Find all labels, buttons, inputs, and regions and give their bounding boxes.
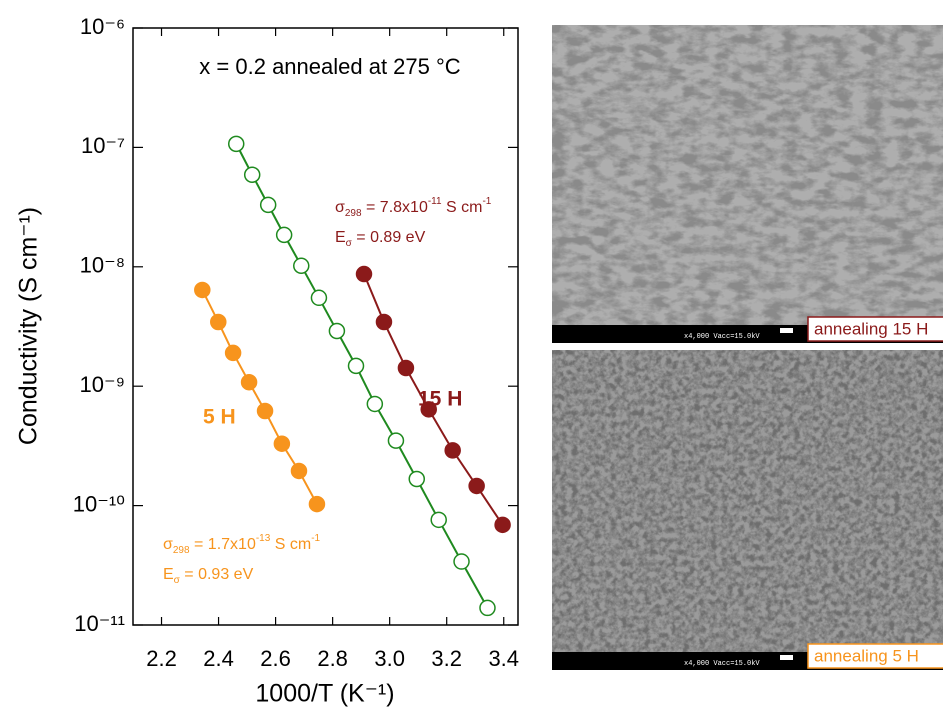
data-point — [310, 289, 328, 307]
annotation-part: σ — [163, 536, 173, 553]
data-point — [275, 226, 293, 244]
annotation-part: -1 — [311, 533, 320, 544]
data-point — [387, 432, 405, 449]
data-point — [444, 442, 461, 459]
x-axis-label: 1000/T (K⁻¹) — [255, 680, 394, 708]
series-label: 5 H — [203, 406, 236, 429]
annotation-part: S cm — [442, 199, 483, 216]
plot-area: x = 0.2 annealed at 275 °C 1000/T (K⁻¹) … — [15, 27, 519, 708]
sem-info: x4,000 Vacc=15.0kV — [684, 660, 760, 668]
data-point — [468, 477, 485, 495]
annotation: σ298 = 1.7x10-13 S cm-1 — [163, 533, 321, 556]
y-tick-label: 10⁻¹¹ — [74, 611, 125, 636]
caption-box — [807, 643, 943, 669]
plot-frame — [132, 27, 519, 626]
data-point — [290, 462, 308, 480]
data-point — [224, 344, 242, 362]
data-point — [273, 435, 291, 452]
data-point — [397, 359, 415, 377]
x-tick-label: 2.8 — [317, 646, 348, 671]
x-tick-label: 2.6 — [260, 646, 291, 671]
y-tick-label: 10⁻⁹ — [79, 372, 125, 397]
data-point — [479, 599, 496, 617]
annotation-part: σ — [346, 238, 353, 249]
data-point — [194, 281, 211, 299]
data-point — [347, 357, 365, 375]
y-axis-label: Conductivity (S cm⁻¹) — [15, 207, 43, 445]
annotation: σ298 = 7.8x10-11 S cm-1 — [335, 196, 492, 219]
caption-box — [807, 316, 943, 342]
data-point — [227, 135, 245, 153]
scale-bar — [780, 328, 793, 333]
data-point — [256, 402, 274, 420]
data-point — [210, 313, 227, 331]
image-caption: annealing 15 H — [814, 319, 928, 338]
annotation-part: 298 — [173, 545, 190, 556]
annotation-part: -1 — [482, 196, 491, 207]
sem-info: x4,000 Vacc=15.0kV — [684, 333, 760, 341]
sem-texture — [552, 350, 943, 652]
data-point — [293, 257, 310, 275]
data-point — [259, 196, 277, 214]
annotation-part: S cm — [270, 536, 311, 553]
data-point — [366, 395, 384, 413]
sem-images: x4,000 Vacc=15.0kV annealing 15 H x4,000 V… — [552, 25, 943, 670]
x-tick-label: 3.2 — [431, 646, 462, 671]
annotation-part: E — [163, 566, 174, 583]
data-point — [355, 265, 373, 283]
x-tick-label: 2.2 — [146, 646, 177, 671]
data-point — [328, 322, 346, 340]
data-point — [453, 553, 470, 570]
annotation: Eσ = 0.93 eV — [163, 566, 254, 585]
y-tick-label: 10⁻¹⁰ — [73, 491, 125, 516]
data-point — [243, 166, 261, 184]
annotation-part: = 1.7x10 — [190, 536, 256, 553]
image-caption: annealing 5 H — [814, 646, 919, 665]
x-tick-label: 3.4 — [488, 646, 519, 671]
chart-title: x = 0.2 annealed at 275 °C — [199, 54, 460, 79]
annotation-part: = 0.93 eV — [180, 566, 254, 583]
sem-texture — [552, 25, 943, 325]
x-tick-label: 2.4 — [203, 646, 234, 671]
data-point — [308, 495, 326, 513]
annotation-part: -11 — [428, 196, 442, 207]
annotation-part: = 0.89 eV — [352, 229, 426, 246]
annotation: Eσ = 0.89 eV — [335, 229, 426, 248]
annotation-part: σ — [335, 199, 345, 216]
annotation-part: 298 — [345, 208, 362, 219]
data-point — [240, 373, 258, 391]
series-label: 15 H — [418, 388, 462, 411]
scale-bar — [780, 655, 793, 660]
data-point — [430, 511, 447, 529]
y-tick-label: 10⁻⁶ — [80, 14, 125, 39]
annotation-part: E — [335, 229, 346, 246]
data-point — [375, 313, 393, 331]
x-tick-label: 3.0 — [374, 646, 405, 671]
annotation-part: σ — [174, 575, 181, 586]
annotation-part: = 7.8x10 — [362, 199, 428, 216]
y-tick-label: 10⁻⁷ — [81, 133, 125, 158]
annotation-part: -13 — [256, 533, 271, 544]
data-point — [408, 470, 426, 488]
data-point — [420, 401, 437, 418]
y-tick-label: 10⁻⁸ — [80, 253, 125, 278]
data-point — [494, 516, 511, 534]
